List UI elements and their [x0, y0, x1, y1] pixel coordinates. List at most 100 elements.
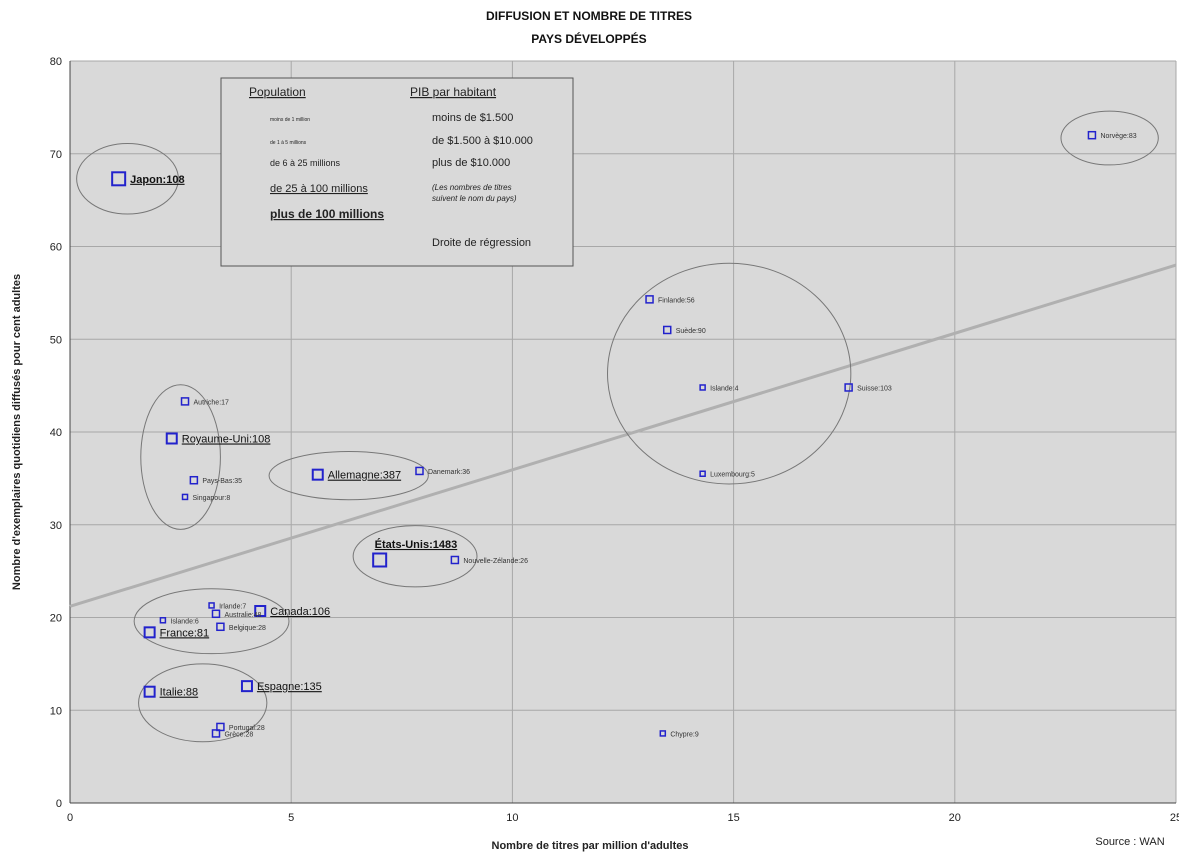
data-point-marker: [216, 622, 225, 632]
data-point-label: Irlande:7: [219, 603, 246, 610]
y-tick-label: 10: [50, 705, 62, 717]
x-tick-label: 10: [506, 812, 518, 824]
legend-pib-item: plus de $10.000: [432, 157, 510, 169]
data-point-marker: [659, 730, 667, 737]
data-point-label: Chypre:9: [670, 731, 699, 738]
data-point-label: Norvège:83: [1100, 133, 1136, 140]
group-ellipse: [76, 143, 179, 215]
data-point-marker: [372, 552, 388, 568]
legend-pib-item: de $1.500 à $10.000: [432, 135, 533, 147]
data-point-label: Canada:106: [270, 606, 330, 618]
data-point-label: Australie:48: [224, 612, 261, 619]
data-point-marker: [699, 384, 706, 391]
y-axis-label: Nombre d'exemplaires quotidiens diffusés…: [11, 274, 23, 590]
y-tick-label: 70: [50, 149, 62, 161]
axis-ticks: 0 10 20 30 40 50 60 70 80 0 5 10 15 20 25: [50, 56, 1179, 824]
group-ellipse: [268, 450, 429, 501]
legend-population-item: plus de 100 millions: [270, 207, 384, 221]
y-tick-label: 80: [50, 56, 62, 68]
data-point-marker: [159, 617, 167, 624]
legend-regression-label: Droite de régression: [432, 237, 531, 249]
data-point-label: Luxembourg:5: [710, 472, 755, 479]
group-ellipse: [607, 262, 852, 485]
y-tick-label: 30: [50, 520, 62, 532]
data-point-label: Italie:88: [160, 687, 199, 699]
data-point-label: Grèce:28: [224, 731, 253, 738]
y-tick-label: 20: [50, 613, 62, 625]
data-point-label: Finlande:56: [658, 297, 695, 304]
y-tick-label: 50: [50, 334, 62, 346]
y-tick-label: 40: [50, 427, 62, 439]
y-tick-label: 0: [56, 798, 62, 810]
chart-subtitle: PAYS DÉVELOPPÉS: [531, 31, 646, 46]
data-point-label: Espagne:135: [257, 681, 322, 693]
group-ellipse: [133, 588, 290, 655]
data-point-marker: [211, 729, 221, 738]
data-point-label: Islande:4: [710, 385, 739, 392]
data-point-label: États-Unis:1483: [375, 538, 458, 551]
data-point-label: Belgique:28: [229, 625, 266, 632]
data-point-marker: [254, 605, 267, 618]
data-point-marker: [143, 685, 156, 698]
x-tick-label: 0: [67, 812, 73, 824]
group-ellipse: [140, 384, 221, 530]
regression-line: [69, 263, 1177, 608]
legend-note: (Les nombres de titres: [432, 183, 512, 192]
x-tick-label: 20: [949, 812, 961, 824]
legend-pib-item: moins de $1.500: [432, 112, 513, 124]
data-point-label: Japon:108: [130, 174, 184, 186]
group-ellipses: [76, 110, 1159, 743]
data-point-marker: [208, 602, 215, 609]
data-point-marker: [143, 626, 156, 639]
group-ellipse: [1060, 110, 1159, 166]
data-points: Japon:108 Norvège:83 Finlande:56 Suède:90 Is…: [111, 130, 1137, 738]
legend-population-item: de 25 à 100 millions: [270, 183, 368, 195]
legend-box: [220, 77, 574, 267]
data-point-label: Singapour:8: [193, 495, 231, 502]
y-tick-label: 60: [50, 242, 62, 254]
data-point-marker: [311, 468, 324, 481]
group-ellipse: [352, 525, 478, 588]
data-point-marker: [240, 680, 253, 693]
data-point-label: Autriche:17: [194, 399, 230, 406]
legend-population-header: Population: [249, 85, 306, 99]
data-point-marker: [699, 470, 706, 477]
data-point-marker: [189, 475, 199, 485]
data-point-label: Islande:6: [170, 618, 199, 625]
data-point-label: Royaume-Uni:108: [182, 433, 271, 445]
x-axis-label: Nombre de titres par million d'adultes: [492, 840, 689, 852]
data-point-marker: [216, 722, 225, 732]
data-point-marker: [662, 325, 672, 335]
legend-note: suivent le nom du pays): [432, 194, 517, 203]
source-note: Source : WAN: [1095, 836, 1164, 848]
legend-population-item: moins de 1 million: [270, 117, 310, 123]
data-point-marker: [844, 383, 853, 392]
data-point-label: Allemagne:387: [328, 470, 401, 482]
data-point-marker: [1087, 130, 1097, 140]
data-point-marker: [415, 466, 424, 476]
data-point-label: Danemark:36: [428, 469, 470, 476]
data-point-marker: [180, 397, 190, 406]
data-point-marker: [645, 295, 654, 304]
legend-population-item: de 6 à 25 millions: [270, 158, 341, 168]
data-point-marker: [450, 555, 460, 565]
data-point-marker: [181, 493, 189, 501]
data-point-label: Suède:90: [676, 328, 706, 335]
chart-title: DIFFUSION ET NOMBRE DE TITRES: [486, 9, 692, 23]
group-ellipse: [138, 663, 268, 743]
legend-pib-header: PIB par habitant: [410, 85, 497, 99]
data-point-marker: [111, 171, 127, 187]
x-tick-label: 5: [288, 812, 294, 824]
data-point-label: Suisse:103: [857, 385, 892, 392]
data-point-label: Nouvelle-Zélande:26: [463, 558, 528, 565]
x-tick-label: 15: [727, 812, 739, 824]
data-point-marker: [211, 609, 221, 619]
data-point-label: Portugal:28: [229, 725, 265, 732]
data-point-label: France:81: [160, 627, 210, 639]
legend: Population moins de 1 million de 1 à 5 m…: [220, 77, 574, 267]
x-tick-label: 25: [1170, 812, 1179, 824]
legend-population-item: de 1 à 5 millions: [270, 140, 307, 146]
data-point-label: Pays-Bas:35: [202, 478, 242, 485]
data-point-marker: [165, 432, 178, 445]
